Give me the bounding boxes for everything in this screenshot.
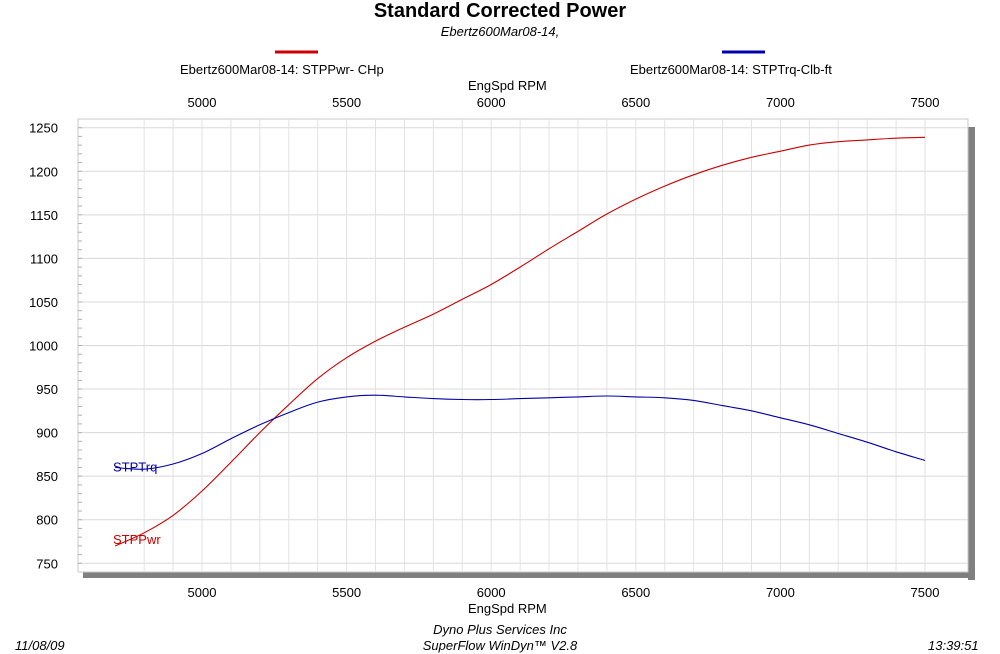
x-tick-label: 6000 — [477, 585, 506, 600]
x-axis-top-title: EngSpd RPM — [468, 78, 547, 93]
legend-label-torque: Ebertz600Mar08-14: STPTrq-Clb-ft — [630, 62, 832, 77]
x-axis-title: EngSpd RPM — [468, 601, 547, 616]
x-tick-label: 7000 — [766, 585, 795, 600]
x-tick-label-top: 7000 — [766, 95, 795, 110]
y-tick-label: 1000 — [29, 339, 58, 354]
y-tick-label: 750 — [36, 556, 58, 571]
chart-subtitle: Ebertz600Mar08-14, — [440, 24, 560, 39]
footer-company: Dyno Plus Services Inc — [433, 622, 567, 637]
x-tick-label-top: 6500 — [621, 95, 650, 110]
y-tick-label: 1050 — [29, 295, 58, 310]
grid — [78, 119, 968, 572]
x-tick-label-top: 6000 — [477, 95, 506, 110]
x-tick-label: 6500 — [621, 585, 650, 600]
y-tick-label: 1250 — [29, 121, 58, 136]
series-label-stppwr: STPPwr — [113, 532, 161, 547]
series-line-stptrq — [115, 394, 926, 470]
footer-date: 11/08/09 — [15, 638, 65, 653]
x-tick-label: 7500 — [911, 585, 940, 600]
series-line-stppwr — [114, 136, 926, 547]
footer-software: SuperFlow WinDyn™ V2.8 — [422, 638, 578, 653]
y-tick-label: 900 — [36, 426, 58, 441]
y-tick-label: 850 — [36, 469, 58, 484]
y-tick-label: 950 — [36, 382, 58, 397]
footer-time: 13:39:51 — [928, 638, 979, 653]
y-tick-label: 1100 — [30, 251, 58, 266]
x-tick-label: 5500 — [332, 585, 361, 600]
legend-label-power: Ebertz600Mar08-14: STPPwr- CHp — [180, 62, 384, 77]
plot-shadow-right — [968, 127, 975, 580]
x-tick-label: 5000 — [188, 585, 217, 600]
x-tick-label-top: 5000 — [188, 95, 217, 110]
x-tick-label-top: 5500 — [332, 95, 361, 110]
y-tick-label: 1200 — [29, 164, 58, 179]
series-label-stptrq: STPTrq — [113, 459, 157, 474]
plot-shadow-bottom — [83, 572, 975, 578]
y-tick-label: 800 — [36, 513, 58, 528]
x-tick-label-top: 7500 — [911, 95, 940, 110]
chart-title: Standard Corrected Power — [373, 0, 627, 22]
y-tick-label: 1150 — [30, 208, 58, 223]
